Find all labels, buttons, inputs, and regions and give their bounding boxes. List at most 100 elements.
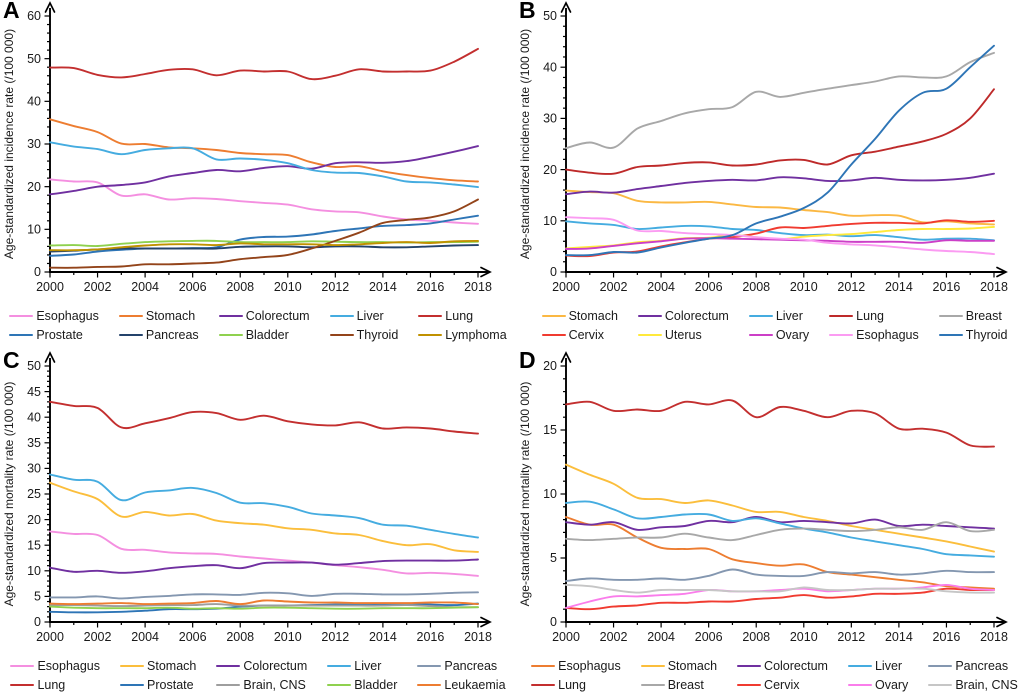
legend-swatch-liver [329, 314, 354, 318]
legend-label-lung: Lung [37, 678, 66, 692]
x-axis-arrow [480, 266, 492, 278]
legend-label-bladder: Bladder [245, 328, 289, 342]
legend-item-esophagus: Esophagus [829, 328, 919, 342]
x-tick-label: 2016 [933, 280, 961, 294]
legend-label-lung: Lung [558, 678, 586, 692]
legend-swatch-colorectum [216, 664, 241, 668]
legend-swatch-lung [531, 683, 556, 687]
legend-item-stomach: Stomach [541, 309, 618, 323]
series-line-brain-cns [49, 603, 479, 609]
x-tick-label: 2012 [837, 280, 865, 294]
legend-swatch-pancreas [928, 664, 953, 668]
legend-swatch-colorectum [637, 314, 662, 318]
y-tick-label: 20 [27, 513, 41, 527]
legend-item-cervix: Cervix [737, 678, 828, 692]
legend-item-lymphoma: Lymphoma [418, 328, 507, 342]
legend-swatch-stomach [118, 314, 143, 318]
y-tick-label: 20 [543, 163, 557, 177]
x-tick-label: 2002 [600, 280, 628, 294]
series-line-colorectum [49, 558, 479, 574]
legend-item-breast: Breast [938, 309, 1008, 323]
x-tick-label: 2004 [131, 280, 159, 294]
x-tick-label: 2018 [980, 280, 1008, 294]
series-line-stomach [565, 463, 995, 553]
legend-label-lung: Lung [856, 309, 884, 323]
series-line-bladder [49, 605, 479, 610]
panel-a: A 0 10 20 30 40 50 60 2000 2002 2004 2006 2008 2010 2… [0, 0, 516, 350]
y-tick-label: 10 [543, 487, 557, 501]
legend-label-liver: Liver [354, 659, 382, 673]
legend-label-breast: Breast [965, 309, 1002, 323]
x-tick-label: 2004 [131, 630, 159, 644]
legend-swatch-lung [10, 683, 35, 687]
legend-swatch-colorectum [737, 664, 762, 668]
x-tick-label: 2008 [226, 280, 254, 294]
legend-label-ovary: Ovary [775, 328, 810, 342]
legend-label-pancreas: Pancreas [145, 328, 199, 342]
series-line-breast [565, 51, 995, 150]
legend-item-stomach: Stomach [640, 659, 717, 673]
legend-item-lung: Lung [531, 678, 621, 692]
y-tick-label: 40 [27, 410, 41, 424]
x-tick-label: 2008 [742, 630, 770, 644]
legend-item-esophagus: Esophagus [9, 309, 99, 323]
legend-item-bladder: Bladder [327, 678, 397, 692]
series-line-lung [49, 47, 479, 81]
legend-swatch-liver [327, 664, 352, 668]
x-tick-label: 2008 [226, 630, 254, 644]
legend-label-lung: Lung [445, 309, 474, 323]
x-tick-label: 2014 [885, 630, 913, 644]
series-line-esophagus [49, 530, 479, 577]
series-line-lung [565, 399, 995, 448]
legend-label-ovary: Ovary [874, 678, 909, 692]
legend-label-liver: Liver [356, 309, 384, 323]
y-axis-title: Age-standardized mortality rate (/100 00… [2, 382, 16, 607]
x-tick-label: 2008 [742, 280, 770, 294]
legend-item-breast: Breast [640, 678, 717, 692]
legend-swatch-thyroid [938, 333, 963, 337]
x-tick-label: 2000 [552, 280, 580, 294]
series-line-thyroid [565, 44, 995, 257]
series-line-breast [565, 521, 995, 542]
series-line-cervix [565, 219, 995, 258]
panel-a-plot: 0 10 20 30 40 50 60 2000 2002 2004 2006 2008 2010 201… [2, 1, 492, 294]
series-line-colorectum [565, 172, 995, 196]
legend-swatch-pancreas [417, 664, 442, 668]
x-tick-label: 2006 [695, 280, 723, 294]
panel-d-letter: D [519, 350, 536, 373]
y-tick-label: 40 [543, 60, 557, 74]
y-tick-label: 0 [34, 615, 41, 629]
series-line-lung [49, 400, 479, 435]
x-tick-label: 2016 [933, 630, 961, 644]
series-line-pancreas [49, 591, 479, 600]
legend-swatch-brain-cns [216, 683, 241, 687]
legend-swatch-breast [938, 314, 963, 318]
y-tick-label: 15 [27, 538, 41, 552]
x-tick-label: 2012 [837, 630, 865, 644]
legend-swatch-esophagus [531, 664, 556, 668]
panel-b: B 0 10 20 30 40 50 2000 2002 2004 2006 2008 2010 201… [516, 0, 1033, 350]
legend-swatch-cervix [737, 683, 762, 687]
x-tick-label: 2010 [790, 280, 818, 294]
legend-label-stomach: Stomach [147, 659, 197, 673]
series-line-leukaemia [49, 599, 479, 606]
panel-b-letter: B [519, 0, 536, 23]
legend-item-thyroid: Thyroid [329, 328, 398, 342]
series-line-stomach [565, 189, 995, 226]
x-tick-label: 2000 [36, 280, 64, 294]
legend-label-esophagus: Esophagus [558, 659, 621, 673]
legend-label-pancreas: Pancreas [444, 659, 498, 673]
series-line-lymphoma [49, 239, 479, 252]
legend-item-esophagus: Esophagus [531, 659, 621, 673]
legend-item-cervix: Cervix [541, 328, 618, 342]
legend-label-leukaemia: Leukaemia [444, 678, 506, 692]
legend-item-brain-cns: Brain, CNS [928, 678, 1018, 692]
legend-label-lymphoma: Lymphoma [445, 328, 507, 342]
legend-item-stomach: Stomach [120, 659, 196, 673]
y-tick-label: 50 [27, 359, 41, 373]
series-line-cervix [565, 587, 995, 611]
y-tick-label: 50 [543, 9, 557, 23]
legend-swatch-colorectum [218, 314, 243, 318]
y-tick-label: 50 [27, 52, 41, 66]
series-line-brain-cns [565, 583, 995, 594]
